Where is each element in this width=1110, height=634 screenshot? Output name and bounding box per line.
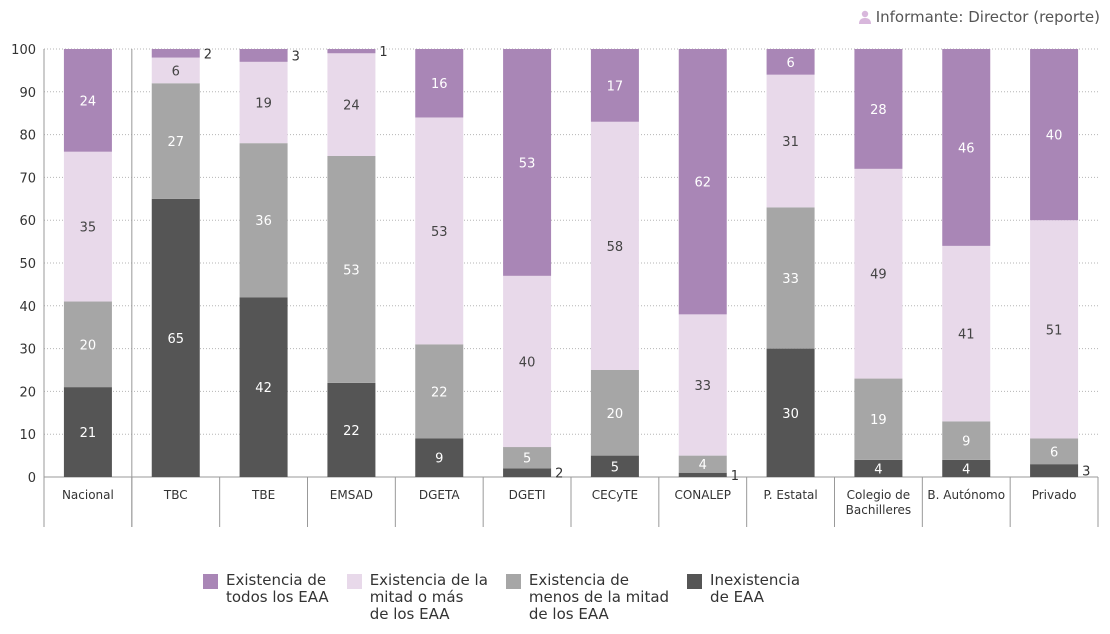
data-label: 16 [431, 77, 448, 92]
data-label: 21 [80, 426, 97, 441]
data-label: 40 [1046, 129, 1063, 144]
y-tick-label: 40 [19, 300, 36, 315]
data-label: 3 [292, 49, 300, 64]
data-label: 9 [435, 452, 443, 467]
category-label: P. Estatal [763, 488, 817, 502]
category-label: Privado [1032, 488, 1077, 502]
data-label: 31 [782, 135, 799, 150]
data-label: 46 [958, 141, 975, 156]
data-label: 35 [80, 221, 97, 236]
legend-item: Existencia de todos los EAA [203, 572, 329, 623]
data-label: 53 [519, 156, 536, 171]
category-label: CONALEP [674, 488, 731, 502]
data-label: 62 [694, 176, 711, 191]
data-label: 2 [555, 467, 563, 482]
data-label: 4 [699, 458, 707, 473]
bar-segment [503, 468, 551, 477]
data-label: 40 [519, 355, 536, 370]
data-label: 5 [523, 452, 531, 467]
data-label: 6 [1050, 445, 1058, 460]
data-label: 49 [870, 268, 887, 283]
data-label: 24 [80, 94, 97, 109]
category-label: CECyTE [592, 488, 638, 502]
data-label: 5 [611, 460, 619, 475]
y-tick-label: 70 [19, 171, 36, 186]
data-label: 53 [343, 263, 360, 278]
data-label: 22 [431, 385, 448, 400]
category-label: TBC [163, 488, 188, 502]
data-label: 4 [874, 462, 882, 477]
data-label: 41 [958, 328, 975, 343]
category-label: DGETA [419, 488, 461, 502]
category-label: B. Autónomo [927, 488, 1005, 502]
y-tick-label: 30 [19, 343, 36, 358]
bars [64, 49, 1078, 477]
legend-swatch [203, 574, 218, 589]
category-label: DGETI [509, 488, 546, 502]
legend-swatch [347, 574, 362, 589]
legend-item: Existencia de menos de la mitad de los E… [506, 572, 669, 623]
data-label: 9 [962, 435, 970, 450]
y-tick-label: 0 [28, 471, 36, 486]
bar-segment [152, 49, 200, 58]
legend-item: Inexistencia de EAA [687, 572, 800, 623]
y-tick-label: 20 [19, 385, 36, 400]
category-label: TBE [251, 488, 275, 502]
data-label: 53 [431, 225, 448, 240]
legend-swatch [506, 574, 521, 589]
gridlines [44, 49, 1098, 434]
data-label: 28 [870, 103, 887, 118]
data-label: 42 [255, 381, 272, 396]
legend-label: Inexistencia de EAA [710, 572, 800, 606]
data-label: 19 [870, 413, 887, 428]
bar-segment [240, 49, 288, 62]
legend-label: Existencia de menos de la mitad de los E… [529, 572, 669, 623]
data-label: 65 [167, 332, 184, 347]
data-label: 2 [204, 47, 212, 62]
data-label: 24 [343, 99, 360, 114]
data-label: 17 [607, 79, 624, 94]
data-label: 36 [255, 214, 272, 229]
data-label: 51 [1046, 323, 1063, 338]
y-tick-label: 80 [19, 129, 36, 144]
data-label: 27 [167, 135, 184, 150]
category-label: EMSAD [330, 488, 373, 502]
bar-segment [327, 49, 375, 53]
y-tick-label: 50 [19, 257, 36, 272]
data-label: 33 [694, 379, 711, 394]
category-label: Colegio de Bachilleres [846, 488, 911, 517]
legend-label: Existencia de todos los EAA [226, 572, 329, 606]
data-label: 19 [255, 97, 272, 112]
data-label: 58 [607, 240, 624, 255]
bar-segment [1030, 464, 1078, 477]
data-label: 6 [786, 56, 794, 71]
y-tick-label: 100 [11, 43, 36, 58]
data-label: 3 [1082, 465, 1090, 480]
data-label: 20 [80, 338, 97, 353]
y-tick-label: 60 [19, 214, 36, 229]
category-label: Nacional [62, 488, 114, 502]
legend-label: Existencia de la mitad o más de los EAA [370, 572, 488, 623]
data-label: 30 [782, 407, 799, 422]
y-tick-label: 90 [19, 86, 36, 101]
data-label: 33 [782, 272, 799, 287]
legend-swatch [687, 574, 702, 589]
data-labels: 2120352465276242361932253241922531625405… [80, 45, 1091, 484]
legend: Existencia de todos los EAA Existencia de… [203, 572, 818, 623]
legend-item: Existencia de la mitad o más de los EAA [347, 572, 488, 623]
data-label: 1 [379, 45, 387, 60]
data-label: 1 [731, 469, 739, 484]
data-label: 4 [962, 462, 970, 477]
data-label: 22 [343, 424, 360, 439]
data-label: 6 [172, 64, 180, 79]
y-tick-label: 10 [19, 428, 36, 443]
category-labels: Nacional TBC TBE EMSAD DGETA DGETI CECyTE CONAL… [62, 488, 1076, 517]
bar-segment [679, 473, 727, 477]
data-label: 20 [607, 407, 624, 422]
